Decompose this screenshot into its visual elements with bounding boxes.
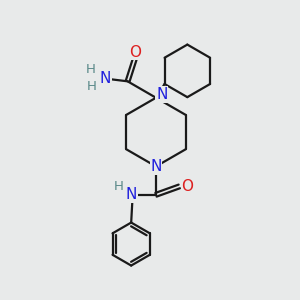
Text: H: H bbox=[114, 180, 124, 193]
Text: N: N bbox=[125, 187, 137, 202]
Text: H: H bbox=[87, 80, 97, 93]
Text: O: O bbox=[181, 179, 193, 194]
Text: N: N bbox=[100, 70, 111, 86]
Text: O: O bbox=[129, 45, 141, 60]
Text: H: H bbox=[85, 63, 95, 76]
Text: N: N bbox=[150, 159, 162, 174]
Text: N: N bbox=[156, 87, 167, 102]
